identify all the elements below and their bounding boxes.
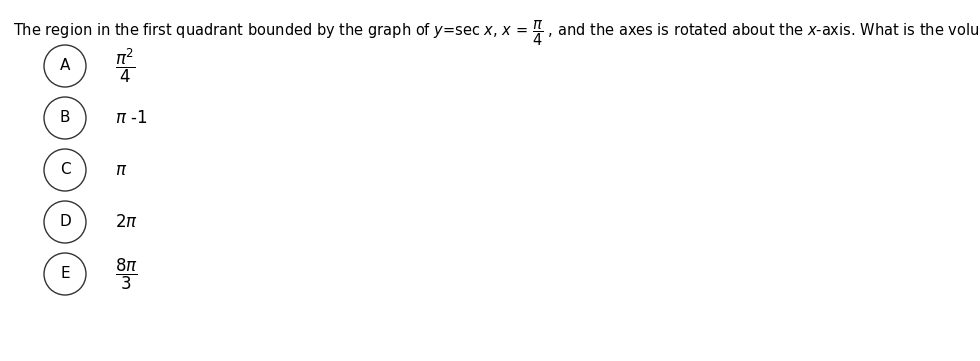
- Text: D: D: [59, 214, 71, 230]
- Text: A: A: [60, 58, 71, 74]
- Circle shape: [44, 97, 86, 139]
- Text: C: C: [60, 162, 71, 178]
- Text: $\pi$: $\pi$: [115, 161, 127, 179]
- Circle shape: [44, 149, 86, 191]
- Text: B: B: [60, 110, 71, 126]
- Text: The region in the first quadrant bounded by the graph of $y$=sec $x$, $x$ = $\df: The region in the first quadrant bounded…: [13, 18, 980, 48]
- Text: $\pi$ -1: $\pi$ -1: [115, 109, 147, 127]
- Text: $\dfrac{8\pi}{3}$: $\dfrac{8\pi}{3}$: [115, 256, 138, 292]
- Text: $2\pi$: $2\pi$: [115, 213, 138, 231]
- Circle shape: [44, 201, 86, 243]
- Text: E: E: [60, 266, 70, 282]
- Circle shape: [44, 45, 86, 87]
- Text: $\dfrac{\pi^2}{4}$: $\dfrac{\pi^2}{4}$: [115, 47, 135, 85]
- Circle shape: [44, 253, 86, 295]
